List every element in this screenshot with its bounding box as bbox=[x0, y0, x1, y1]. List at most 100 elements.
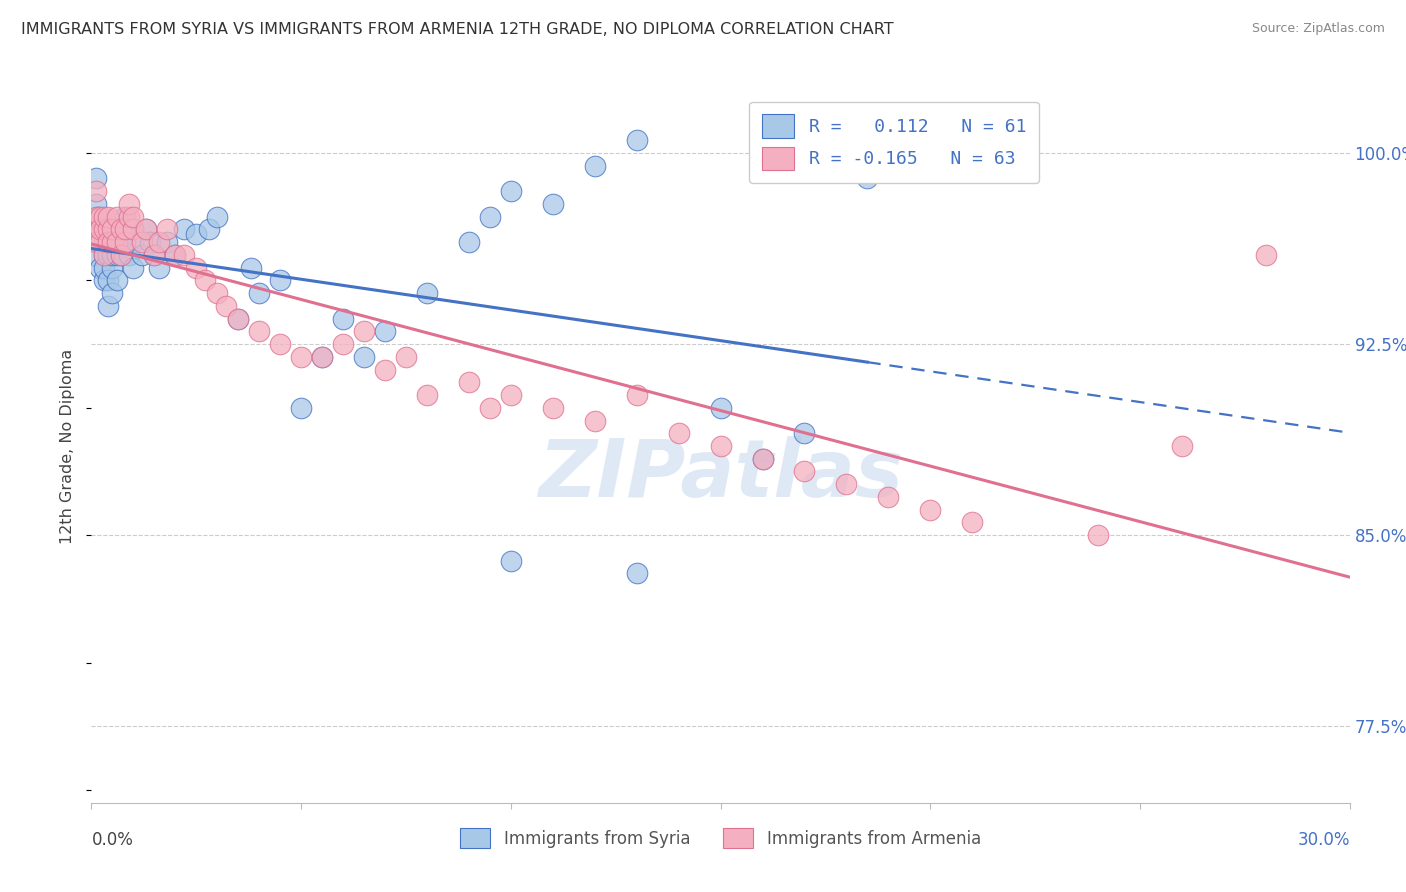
Point bbox=[198, 222, 221, 236]
Point bbox=[186, 227, 208, 242]
Point bbox=[416, 286, 439, 301]
Point bbox=[93, 210, 115, 224]
Point bbox=[583, 413, 606, 427]
Point bbox=[353, 350, 375, 364]
Legend: Immigrants from Syria, Immigrants from Armenia: Immigrants from Syria, Immigrants from A… bbox=[454, 822, 987, 855]
Point bbox=[332, 311, 354, 326]
Point bbox=[374, 324, 396, 338]
Point bbox=[478, 210, 501, 224]
Point bbox=[332, 337, 354, 351]
Point bbox=[93, 248, 115, 262]
Point bbox=[131, 235, 153, 249]
Point bbox=[122, 210, 145, 224]
Point bbox=[84, 222, 107, 236]
Point bbox=[290, 401, 312, 415]
Point bbox=[101, 222, 124, 236]
Point bbox=[101, 260, 124, 275]
Point bbox=[156, 222, 179, 236]
Point bbox=[97, 299, 120, 313]
Point bbox=[93, 235, 115, 249]
Point bbox=[89, 210, 111, 224]
Point bbox=[84, 235, 107, 249]
Point bbox=[962, 516, 984, 530]
Point bbox=[583, 159, 606, 173]
Point bbox=[311, 350, 333, 364]
Point bbox=[114, 235, 136, 249]
Point bbox=[353, 324, 375, 338]
Point bbox=[205, 286, 228, 301]
Text: Source: ZipAtlas.com: Source: ZipAtlas.com bbox=[1251, 22, 1385, 36]
Point bbox=[105, 273, 128, 287]
Point bbox=[89, 222, 111, 236]
Point bbox=[135, 222, 157, 236]
Point bbox=[877, 490, 900, 504]
Y-axis label: 12th Grade, No Diploma: 12th Grade, No Diploma bbox=[60, 349, 76, 543]
Point bbox=[89, 222, 111, 236]
Point bbox=[1087, 528, 1109, 542]
Point bbox=[205, 210, 228, 224]
Point bbox=[97, 248, 120, 262]
Point bbox=[226, 311, 249, 326]
Text: 30.0%: 30.0% bbox=[1298, 831, 1350, 849]
Point bbox=[118, 222, 141, 236]
Point bbox=[93, 222, 115, 236]
Text: ZIPatlas: ZIPatlas bbox=[538, 435, 903, 514]
Point bbox=[110, 248, 132, 262]
Point bbox=[457, 376, 479, 390]
Point bbox=[93, 273, 115, 287]
Point bbox=[135, 222, 157, 236]
Point bbox=[835, 477, 858, 491]
Point bbox=[311, 350, 333, 364]
Point bbox=[131, 248, 153, 262]
Point bbox=[143, 248, 166, 262]
Point bbox=[239, 260, 262, 275]
Point bbox=[156, 235, 179, 249]
Point bbox=[93, 260, 115, 275]
Point bbox=[194, 273, 217, 287]
Point bbox=[499, 184, 522, 198]
Point bbox=[165, 248, 187, 262]
Point bbox=[626, 388, 648, 402]
Point bbox=[84, 197, 107, 211]
Point bbox=[269, 337, 291, 351]
Point bbox=[118, 197, 141, 211]
Point bbox=[122, 222, 145, 236]
Point bbox=[143, 248, 166, 262]
Point bbox=[110, 235, 132, 249]
Point bbox=[247, 286, 270, 301]
Point bbox=[101, 286, 124, 301]
Point bbox=[101, 248, 124, 262]
Point bbox=[114, 210, 136, 224]
Point bbox=[97, 222, 120, 236]
Point bbox=[105, 248, 128, 262]
Point bbox=[118, 248, 141, 262]
Point bbox=[89, 235, 111, 249]
Point bbox=[499, 554, 522, 568]
Point bbox=[374, 362, 396, 376]
Point bbox=[1254, 248, 1277, 262]
Point bbox=[751, 451, 773, 466]
Point bbox=[97, 273, 120, 287]
Point bbox=[110, 248, 132, 262]
Point bbox=[269, 273, 291, 287]
Point bbox=[148, 260, 170, 275]
Point bbox=[173, 222, 195, 236]
Point bbox=[290, 350, 312, 364]
Text: IMMIGRANTS FROM SYRIA VS IMMIGRANTS FROM ARMENIA 12TH GRADE, NO DIPLOMA CORRELAT: IMMIGRANTS FROM SYRIA VS IMMIGRANTS FROM… bbox=[21, 22, 894, 37]
Point bbox=[84, 171, 107, 186]
Point bbox=[793, 426, 815, 441]
Point bbox=[920, 502, 942, 516]
Point bbox=[793, 465, 815, 479]
Point bbox=[118, 210, 141, 224]
Point bbox=[139, 235, 162, 249]
Point bbox=[82, 248, 104, 262]
Point bbox=[97, 235, 120, 249]
Point bbox=[541, 197, 564, 211]
Point bbox=[101, 235, 124, 249]
Point bbox=[709, 439, 731, 453]
Point bbox=[84, 210, 107, 224]
Point bbox=[89, 235, 111, 249]
Point bbox=[186, 260, 208, 275]
Point bbox=[247, 324, 270, 338]
Point bbox=[626, 566, 648, 581]
